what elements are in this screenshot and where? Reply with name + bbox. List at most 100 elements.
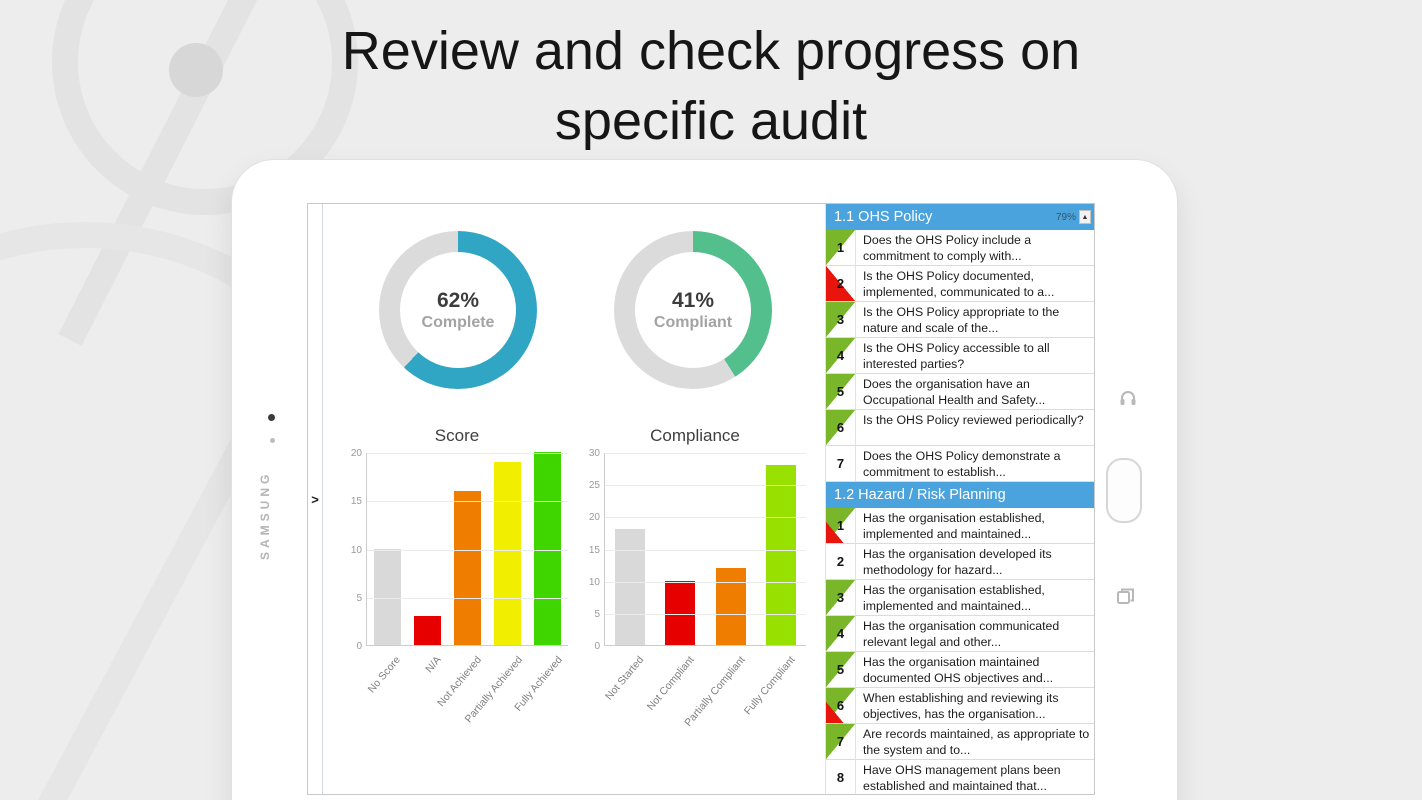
gridline xyxy=(605,485,806,487)
score-chart-plot xyxy=(366,452,568,646)
question-text: When establishing and reviewing its obje… xyxy=(863,691,1059,721)
question-row[interactable]: 1 Does the OHS Policy include a commitmen… xyxy=(826,230,1094,266)
section-title: 1.1 OHS Policy xyxy=(834,209,933,225)
question-text: Are records maintained, as appropriate t… xyxy=(863,727,1090,757)
question-row[interactable]: 7 Does the OHS Policy demonstrate a commi… xyxy=(826,446,1094,482)
question-row[interactable]: 3 Is the OHS Policy appropriate to the na… xyxy=(826,302,1094,338)
question-text: Is the OHS Policy accessible to all inte… xyxy=(863,341,1050,371)
complete-percent: 62% xyxy=(436,288,480,312)
question-text: Have OHS management plans been establish… xyxy=(863,763,1061,793)
sidebar-expand-handle[interactable]: > xyxy=(308,204,323,794)
gridline xyxy=(605,549,806,551)
question-row[interactable]: 2 Has the organisation developed its meth… xyxy=(826,544,1094,580)
y-axis-tick: 20 xyxy=(588,512,600,524)
bar-n-a xyxy=(413,616,441,645)
y-axis-tick: 30 xyxy=(588,448,600,459)
x-axis-label: Not Started xyxy=(603,654,647,703)
gridline xyxy=(367,501,568,503)
gridline xyxy=(367,453,568,454)
question-row[interactable]: 7 Are records maintained, as appropriate … xyxy=(826,724,1094,760)
bar-not-compliant xyxy=(665,580,696,645)
question-row[interactable]: 8 Have OHS management plans been establis… xyxy=(826,760,1094,794)
question-score-indicator: 2 xyxy=(826,544,856,579)
gridline xyxy=(605,613,806,615)
y-axis-tick: 10 xyxy=(350,544,362,556)
bar-not-achieved xyxy=(453,490,481,645)
compliance-chart-plot xyxy=(604,453,806,646)
question-row[interactable]: 5 Does the organisation have an Occupatio… xyxy=(826,374,1094,410)
question-text: Does the organisation have an Occupation… xyxy=(863,377,1046,407)
x-axis-label: Not Compliant xyxy=(644,654,697,713)
question-score-indicator: 5 xyxy=(826,374,856,409)
camera-icon xyxy=(268,414,275,421)
section-header[interactable]: 1.2 Hazard / Risk Planning xyxy=(826,482,1094,508)
y-axis-tick: 0 xyxy=(356,641,362,652)
gridline xyxy=(605,581,806,583)
recent-apps-icon[interactable] xyxy=(1116,586,1136,606)
y-axis-tick: 15 xyxy=(588,544,600,556)
brand-label: SAMSUNG xyxy=(258,470,272,560)
question-text: Has the organisation established, implem… xyxy=(863,583,1045,613)
section-header[interactable]: 1.1 OHS Policy 79% ▲ xyxy=(826,204,1094,230)
headset-icon xyxy=(1120,391,1136,405)
y-axis-tick: 0 xyxy=(594,641,600,652)
x-axis-label: Fully Compliant xyxy=(742,654,798,718)
question-score-indicator: 6 xyxy=(826,688,856,723)
question-score-indicator: 3 xyxy=(826,302,856,337)
bar-partially-achieved xyxy=(494,461,522,645)
question-score-indicator: 2 xyxy=(826,266,856,301)
scrollbar-up-arrow-icon[interactable]: ▲ xyxy=(1079,210,1091,224)
score-chart-title: Score xyxy=(434,426,480,445)
sensor-icon xyxy=(270,438,275,443)
question-score-indicator: 3 xyxy=(826,580,856,615)
compliant-label: Compliant xyxy=(653,313,733,331)
x-axis-label: No Score xyxy=(366,654,404,696)
question-row[interactable]: 3 Has the organisation established, imple… xyxy=(826,580,1094,616)
donut-hole xyxy=(635,252,751,368)
gridline xyxy=(605,453,806,454)
donut-chart-complete: 62% Complete xyxy=(379,231,537,389)
app-screen: > 62% Complete 41% Compliant Score 0 5 10 1… xyxy=(307,203,1095,795)
question-score-indicator: 1 xyxy=(826,230,856,265)
question-text: Does the OHS Policy demonstrate a commit… xyxy=(863,449,1061,479)
section-title: 1.2 Hazard / Risk Planning xyxy=(834,487,1006,503)
question-score-indicator: 6 xyxy=(826,410,856,445)
y-axis-tick: 5 xyxy=(356,592,362,604)
question-text: Is the OHS Policy documented, implemente… xyxy=(863,269,1055,299)
question-score-indicator: 4 xyxy=(826,616,856,651)
compliant-percent: 41% xyxy=(671,288,715,312)
page-title-line2: specific audit xyxy=(554,91,868,151)
question-score-indicator: 1 xyxy=(826,508,856,543)
question-text: Does the OHS Policy include a commitment… xyxy=(863,233,1032,263)
question-row[interactable]: 1 Has the organisation established, imple… xyxy=(826,508,1094,544)
tablet-frame: SAMSUNG > 62% Complete 41% xyxy=(232,160,1177,800)
x-axis-label: N/A xyxy=(423,654,444,676)
bar-not-started xyxy=(615,529,646,645)
page-title: Review and check progress on specific au… xyxy=(0,16,1422,156)
question-text: Has the organisation maintained document… xyxy=(863,655,1054,685)
scroll-percent: 79% xyxy=(1055,211,1076,223)
question-text: Has the organisation communicated releva… xyxy=(863,619,1060,649)
gridline xyxy=(605,517,806,519)
bar-fully-compliant xyxy=(765,464,796,645)
question-row[interactable]: 4 Is the OHS Policy accessible to all int… xyxy=(826,338,1094,374)
score-bar-chart: Score 0 5 10 15 20 No Score N/A Not Achieved Par… xyxy=(338,426,576,743)
page-title-line1: Review and check progress on xyxy=(341,21,1081,81)
question-row[interactable]: 5 Has the organisation maintained documen… xyxy=(826,652,1094,688)
question-text: Has the organisation established, implem… xyxy=(863,511,1045,541)
question-score-indicator: 7 xyxy=(826,446,856,481)
question-row[interactable]: 4 Has the organisation communicated relev… xyxy=(826,616,1094,652)
question-score-indicator: 4 xyxy=(826,338,856,373)
question-text: Is the OHS Policy appropriate to the nat… xyxy=(863,305,1060,335)
home-button[interactable] xyxy=(1106,458,1142,523)
question-row[interactable]: 6 Is the OHS Policy reviewed periodically… xyxy=(826,410,1094,446)
y-axis-tick: 10 xyxy=(588,576,600,588)
question-row[interactable]: 6 When establishing and reviewing its obj… xyxy=(826,688,1094,724)
question-score-indicator: 5 xyxy=(826,652,856,687)
audit-question-panel: 1.1 OHS Policy 79% ▲ 1 Does the OHS Policy i… xyxy=(825,204,1094,794)
gridline xyxy=(367,597,568,599)
question-row[interactable]: 2 Is the OHS Policy documented, implement… xyxy=(826,266,1094,302)
question-score-indicator: 8 xyxy=(826,760,856,794)
compliance-chart-title: Compliance xyxy=(650,426,740,445)
bar-fully-achieved xyxy=(534,452,562,645)
